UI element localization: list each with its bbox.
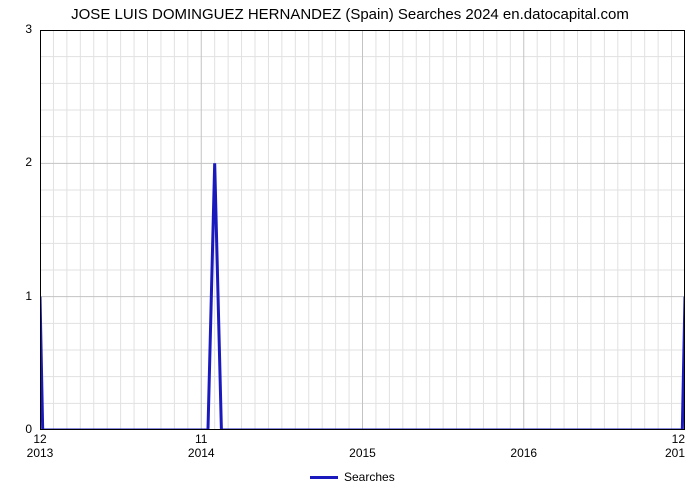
x-tick-label-year: 2013 — [27, 446, 54, 460]
chart-title: JOSE LUIS DOMINGUEZ HERNANDEZ (Spain) Se… — [0, 6, 700, 23]
x-tick-label-year: 201 — [665, 446, 685, 460]
x-tick-label-month: 11 — [195, 432, 207, 446]
y-tick-label: 1 — [25, 289, 32, 303]
y-tick-label: 0 — [25, 422, 32, 436]
x-tick-label-year: 2014 — [188, 446, 215, 460]
plot-area — [40, 30, 685, 430]
x-tick-label-year: 2015 — [349, 446, 376, 460]
y-tick-label: 2 — [25, 155, 32, 169]
legend: Searches — [310, 470, 395, 484]
x-tick-label-month: 12 — [672, 432, 685, 446]
y-tick-label: 3 — [25, 22, 32, 36]
legend-label: Searches — [344, 470, 395, 484]
x-tick-label-year: 2016 — [510, 446, 537, 460]
legend-swatch — [310, 476, 338, 479]
x-tick-label-month: 12 — [33, 432, 46, 446]
chart-root: JOSE LUIS DOMINGUEZ HERNANDEZ (Spain) Se… — [0, 0, 700, 500]
